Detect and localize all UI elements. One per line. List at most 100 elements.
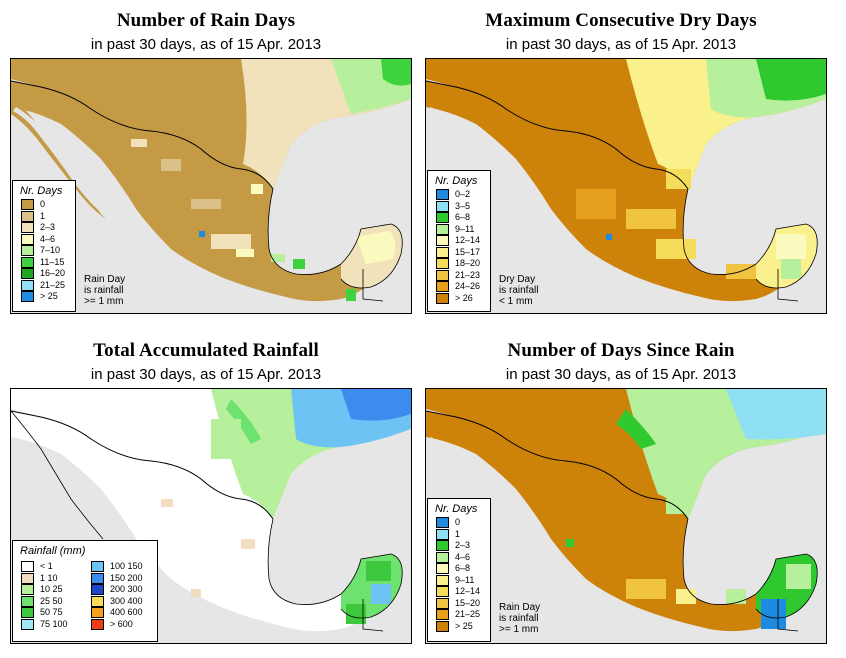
legend-label: 150 200 — [110, 572, 143, 583]
legend-item: 7–10 — [13, 245, 75, 257]
legend-label: 0 — [455, 517, 461, 527]
legend-rain-days: Nr. Days 0 1 2–3 4–6 7–10 11–15 16–20 21… — [12, 180, 76, 312]
legend-label: 9–11 — [455, 223, 475, 234]
legend-item: > 25 — [428, 620, 490, 633]
legend-swatch — [21, 210, 34, 222]
panel-title: Total Accumulated Rainfall — [93, 340, 319, 361]
panel-subtitle: in past 30 days, as of 15 Apr. 2013 — [90, 36, 322, 53]
legend-item: 12–14 — [428, 586, 490, 598]
legend-swatch — [21, 607, 34, 618]
map-days-since-rain — [425, 388, 827, 644]
legend-title: Rainfall (mm) — [20, 545, 86, 557]
legend-item: 21–23 — [428, 269, 490, 282]
legend-swatch — [436, 528, 449, 540]
legend-swatch — [436, 586, 449, 597]
legend-swatch — [21, 584, 34, 595]
legend-item: 0 — [428, 517, 490, 529]
legend-item: 0 — [13, 199, 75, 211]
legend-item: < 1 — [13, 561, 83, 573]
legend-item: 75 100 — [13, 618, 83, 631]
legend-title: Nr. Days — [435, 503, 478, 515]
legend-column: 100 150 150 200 200 300 300 400 400 600 … — [83, 561, 157, 630]
panel-title: Number of Rain Days — [116, 10, 296, 31]
note-line: < 1 mm — [499, 296, 533, 307]
panel-subtitle: in past 30 days, as of 15 Apr. 2013 — [90, 366, 322, 383]
legend-item: 4–6 — [13, 233, 75, 246]
legend-swatch — [21, 222, 34, 233]
legend-label: 100 150 — [110, 561, 143, 571]
legend-label: 24–26 — [455, 281, 481, 291]
legend-label: 300 400 — [110, 595, 143, 606]
note-line: is rainfall — [499, 285, 539, 296]
legend-item: 25 50 — [13, 595, 83, 608]
panel-title: Maximum Consecutive Dry Days — [485, 10, 757, 31]
legend-item: > 600 — [83, 618, 157, 631]
legend-item: 24–26 — [428, 281, 490, 293]
legend-label: 3–5 — [455, 200, 471, 211]
legend-label: 2–3 — [455, 540, 471, 550]
legend-label: 4–6 — [455, 551, 471, 562]
legend-swatch — [436, 281, 449, 292]
legend-label: < 1 — [40, 561, 53, 571]
legend-swatch — [21, 268, 34, 279]
legend-item: 11–15 — [13, 256, 75, 269]
panel-total-rainfall: Total Accumulated Rainfall in past 30 da… — [0, 330, 412, 650]
legend-label: 25 50 — [40, 595, 63, 606]
legend-swatch — [436, 189, 449, 200]
legend-label: 18–20 — [455, 258, 481, 268]
map-note: Rain Day is rainfall >= 1 mm — [499, 602, 540, 635]
legend-label: > 25 — [40, 291, 58, 301]
map-dry-days — [425, 58, 827, 314]
legend-item: 4–6 — [428, 551, 490, 564]
legend-dry-days: Nr. Days 0–2 3–5 6–8 9–11 12–14 15–17 18… — [427, 170, 491, 312]
legend-label: 6–8 — [455, 212, 471, 222]
panel-dry-days: Maximum Consecutive Dry Days in past 30 … — [415, 0, 827, 320]
legend-item: 200 300 — [83, 584, 157, 596]
legend-swatch — [436, 212, 449, 223]
legend-swatch — [436, 620, 449, 632]
legend-item: 1 — [13, 210, 75, 223]
legend-swatch — [436, 246, 449, 258]
legend-swatch — [436, 609, 449, 620]
legend-item: 9–11 — [428, 574, 490, 587]
legend-swatch — [436, 200, 449, 212]
legend-label: 9–11 — [455, 574, 475, 585]
legend-label: 0 — [40, 199, 46, 209]
note-line: Dry Day — [499, 274, 536, 285]
legend-days-since-rain: Nr. Days 0 1 2–3 4–6 6–8 9–11 12–14 15–2… — [427, 498, 491, 642]
legend-swatch — [436, 563, 449, 574]
legend-label: 1 10 — [40, 572, 58, 583]
legend-item: 9–11 — [428, 223, 490, 236]
note-line: Rain Day — [499, 602, 541, 613]
legend-item: 100 150 — [83, 561, 157, 573]
note-line: >= 1 mm — [84, 296, 124, 307]
legend-swatch — [436, 517, 449, 528]
legend-swatch — [436, 574, 449, 586]
legend-label: 400 600 — [110, 607, 143, 617]
legend-title: Nr. Days — [20, 185, 63, 197]
legend-label: 12–14 — [455, 235, 481, 245]
panel-subtitle: in past 30 days, as of 15 Apr. 2013 — [505, 36, 737, 53]
legend-item: 21–25 — [428, 609, 490, 621]
legend-item: 21–25 — [13, 279, 75, 292]
legend-label: 10 25 — [40, 584, 63, 594]
legend-total-rainfall: Rainfall (mm) < 1 1 10 10 25 25 50 50 75… — [12, 540, 158, 642]
note-line: is rainfall — [499, 613, 539, 624]
legend-item: 0–2 — [428, 189, 490, 201]
legend-swatch — [21, 595, 34, 607]
legend-item: 2–3 — [428, 540, 490, 552]
legend-item: 12–14 — [428, 235, 490, 247]
legend-label: 21–25 — [40, 279, 66, 290]
legend-item: 1 10 — [13, 572, 83, 585]
legend-label: 15–17 — [455, 246, 481, 257]
legend-label: 0–2 — [455, 189, 471, 199]
legend-label: 7–10 — [40, 245, 61, 255]
legend-swatch — [436, 540, 449, 551]
legend-item: 2–3 — [13, 222, 75, 234]
legend-swatch — [21, 233, 34, 245]
map-rain-days — [10, 58, 412, 314]
legend-item: 15–20 — [428, 597, 490, 610]
legend-swatch — [91, 618, 104, 630]
legend-label: 21–23 — [455, 269, 481, 280]
note-line: >= 1 mm — [499, 624, 539, 635]
